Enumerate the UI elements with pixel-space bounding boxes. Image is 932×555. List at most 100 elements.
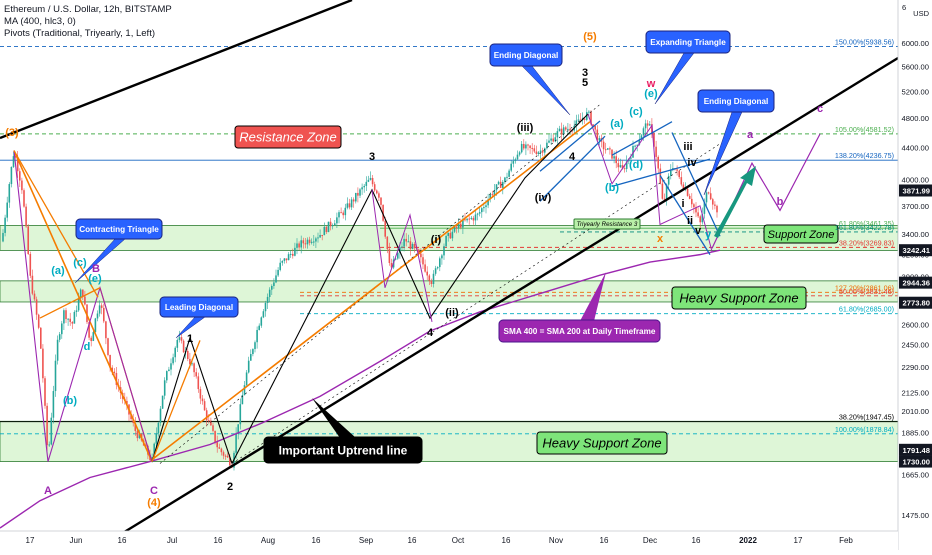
candle-body [670,169,672,176]
fib-level-label: 61.80%(3461.35) [839,219,894,228]
candle-body [394,258,397,260]
time-tick-label: 16 [692,536,701,545]
price-tick-label: 1885.00 [902,429,929,438]
candle-body [594,125,596,130]
wave-label-ci: (i) [431,234,442,246]
candle-body [203,401,206,411]
candle-body [201,398,204,402]
candle-body [462,219,464,228]
candle-body [361,187,363,190]
candle-body [33,293,36,300]
candle-body [653,132,655,147]
expanding-lower [611,158,711,187]
candle-body [189,358,191,365]
candle-body [516,154,519,160]
ending-diagonal-callout-2-pointer [703,111,743,196]
price-tick-label: 2290.00 [902,363,929,372]
candle-body [317,237,319,239]
candle-body [113,371,116,373]
candle-body [90,337,92,342]
candle-body [298,243,300,248]
candle-body [296,243,298,248]
time-tick-label: 16 [214,536,223,545]
candle-body [607,148,609,150]
candle-body [294,247,296,256]
candle-body [359,189,361,196]
candle-body [680,177,683,185]
candle-body [424,264,426,272]
symbol-title[interactable]: Ethereum / U.S. Dollar, 12h, BITSTAMP [4,4,172,15]
price-tick-label: 4000.00 [902,176,929,185]
wave-label-c_sm: (c) [73,257,87,269]
price-tick-label: 2125.00 [902,388,929,397]
candle-body [716,205,718,213]
candle-body [409,241,412,249]
candle-body [338,212,340,218]
contracting-triangle-callout: Contracting Triangle [79,225,159,234]
candle-body [699,216,701,223]
ending-diagonal-callout-2-box [697,89,775,113]
candle-body [187,350,189,359]
support-zone-label-box [763,224,839,244]
candle-body [491,194,494,196]
candle-body [663,198,666,200]
candle-body [367,179,370,182]
price-tick-label: 4400.00 [902,143,929,152]
price-tick-label: 4800.00 [902,114,929,123]
ending-diagonal-upper [539,120,601,172]
candle-body [65,310,67,320]
candle-body [512,161,515,164]
time-tick-label: Oct [452,536,465,545]
ma-indicator-label[interactable]: MA (400, hlc3, 0) [4,16,76,27]
candle-body [214,430,216,443]
contracting-side [39,287,101,319]
candle-body [336,217,338,224]
candle-body [506,176,508,178]
candle-body [401,246,403,248]
candle-body [386,236,389,250]
candle-body [546,142,548,149]
important-uptrend-line [94,56,899,552]
candle-body [302,240,305,244]
wave-label-ciii: (iii) [517,122,534,134]
candle-body [571,130,573,132]
candle-body [686,188,689,196]
heavy-support-zone-label-2-box [536,431,668,455]
candle-body [283,258,286,261]
candle-body [163,380,166,396]
candle-body [399,247,401,253]
candle-body [107,338,109,355]
candle-body [84,296,86,305]
candle-body [436,267,439,269]
fib-level-label: 127.20%(2861.06) [835,283,894,292]
wave-label-d_sm: d [84,341,91,353]
candle-body [289,253,292,255]
wave-label-ii: ii [687,215,693,227]
wave-label-fe: (e) [644,88,658,100]
candle-body [40,327,42,349]
candle-body [682,184,685,190]
candle-body [205,410,208,421]
fib-level-label: 150.00%(5938.56) [835,38,894,47]
candle-body [182,340,185,353]
candle-body [598,138,601,141]
candle-body [304,243,307,245]
candle-body [502,181,504,188]
candle-body [329,221,332,227]
candle-body [19,171,21,181]
candle-body [621,165,624,169]
candle-body [592,124,594,126]
price-tick-label: 2010.00 [902,407,929,416]
candle-body [27,226,29,254]
candle-body [514,159,517,162]
wave-label-cii: (ii) [445,307,459,319]
support-zone-label: Support Zone [768,229,835,241]
candle-body [256,329,258,343]
fib-level-label: 105.00%(4581.52) [835,125,894,134]
ending-diag-2-upper [671,132,721,237]
candle-body [275,275,277,283]
candle-body [390,263,393,268]
wave-label-A: A [44,485,52,497]
pivots-indicator-label[interactable]: Pivots (Traditional, Triyearly, 1, Left) [4,28,155,39]
